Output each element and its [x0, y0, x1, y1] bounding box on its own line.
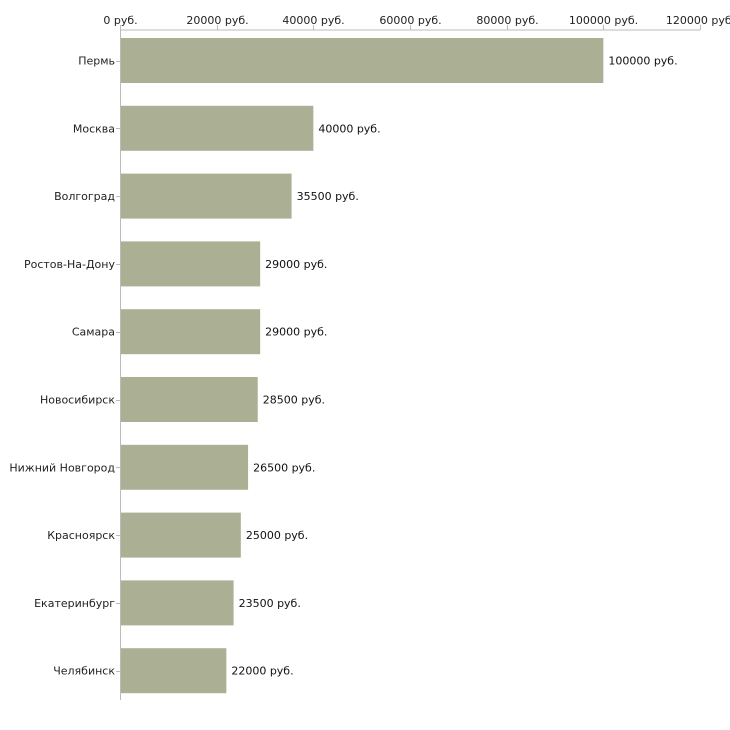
- category-label: Самара: [72, 326, 115, 339]
- x-tick-label: 20000 руб.: [186, 14, 248, 27]
- bar-value-label: 29000 руб.: [265, 258, 327, 271]
- category-label: Волгоград: [54, 190, 115, 203]
- bar-value-label: 22000 руб.: [231, 665, 293, 678]
- category-label: Пермь: [78, 55, 115, 68]
- y-axis: Пермь Москва Волгоград Ростов-На-Дону Самара…: [9, 30, 121, 700]
- bar-value-label: 25000 руб.: [246, 529, 308, 542]
- x-tick-label: 60000 руб.: [379, 14, 441, 27]
- bar: [121, 38, 604, 83]
- bar-value-label: 26500 руб.: [253, 461, 315, 474]
- bar: [121, 512, 241, 558]
- bar-value-label: 35500 руб.: [297, 190, 359, 203]
- x-tick-label: 80000 руб.: [476, 14, 538, 27]
- bar: [121, 241, 261, 287]
- category-label: Красноярск: [47, 529, 115, 542]
- bar-value-label: 29000 руб.: [265, 326, 327, 339]
- bar: [121, 648, 227, 694]
- value-labels: 100000 руб. 40000 руб. 35500 руб. 29000 руб…: [231, 55, 677, 678]
- x-tick-label: 0 руб.: [103, 14, 137, 27]
- category-label: Ростов-На-Дону: [24, 258, 115, 271]
- x-tick-label: 40000 руб.: [282, 14, 344, 27]
- category-label: Новосибирск: [40, 394, 115, 407]
- x-axis: 0 руб. 20000 руб. 40000 руб. 60000 руб. 8000…: [103, 14, 730, 31]
- category-label: Нижний Новгород: [9, 461, 115, 474]
- bar-value-label: 28500 руб.: [263, 394, 325, 407]
- category-label: Москва: [73, 122, 115, 135]
- bar-value-label: 40000 руб.: [318, 122, 380, 135]
- category-label: Челябинск: [53, 665, 115, 678]
- bar: [121, 580, 234, 626]
- bars: [121, 38, 604, 694]
- bar-value-label: 100000 руб.: [608, 55, 677, 68]
- bar: [121, 377, 258, 422]
- x-tick-label: 120000 руб.: [666, 14, 730, 27]
- bar-value-label: 23500 руб.: [239, 597, 301, 610]
- bar: [121, 309, 261, 355]
- category-label: Екатеринбург: [34, 597, 115, 610]
- bar: [121, 173, 292, 219]
- bar: [121, 105, 314, 151]
- x-tick-label: 100000 руб.: [569, 14, 638, 27]
- bar: [121, 444, 249, 490]
